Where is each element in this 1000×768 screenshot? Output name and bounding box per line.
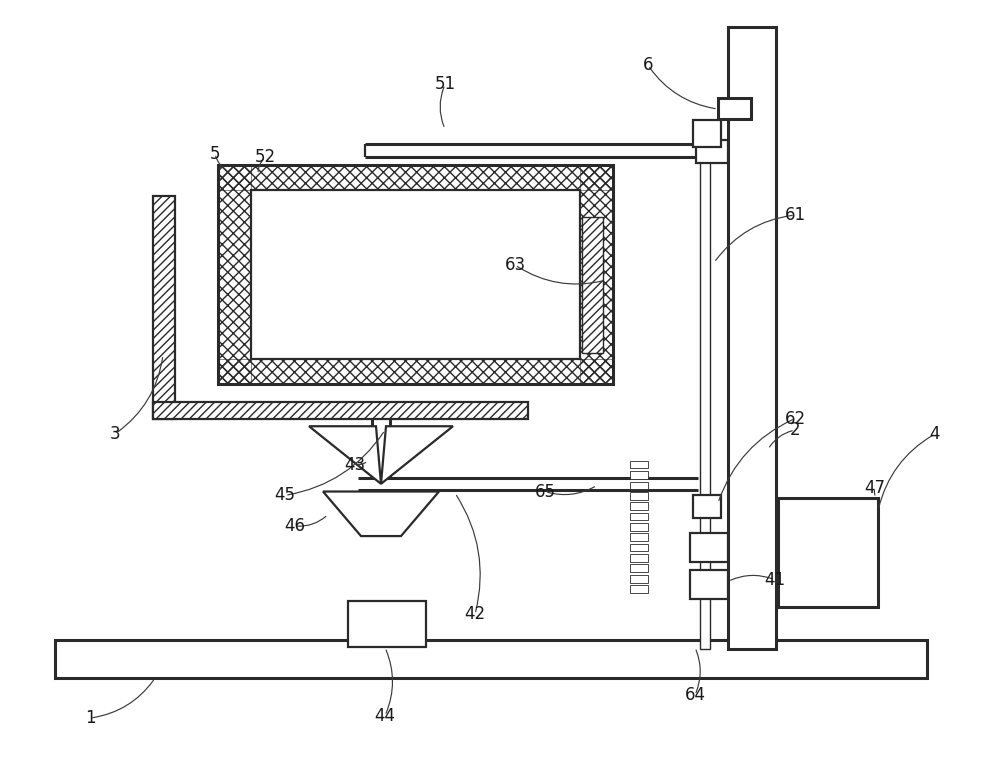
Bar	[630, 554, 648, 562]
Text: 46: 46	[285, 517, 306, 535]
Bar	[630, 523, 648, 531]
Bar	[582, 217, 603, 353]
Text: 65: 65	[534, 482, 556, 501]
Bar	[630, 482, 648, 489]
Text: 6: 6	[643, 56, 653, 74]
Bar	[728, 27, 776, 649]
Bar	[630, 472, 648, 479]
Polygon shape	[381, 426, 453, 484]
Bar	[718, 98, 751, 119]
Bar	[778, 498, 878, 607]
Bar	[630, 564, 648, 572]
Bar	[218, 165, 613, 190]
Bar	[630, 585, 648, 593]
Bar	[630, 574, 648, 582]
Bar	[696, 140, 728, 163]
Text: 41: 41	[764, 571, 786, 589]
Text: 43: 43	[344, 455, 366, 474]
Text: 62: 62	[784, 409, 806, 428]
Text: 5: 5	[210, 144, 220, 163]
Text: 4: 4	[930, 425, 940, 443]
Bar	[630, 492, 648, 499]
Bar	[630, 513, 648, 521]
Bar	[218, 165, 613, 384]
Bar	[218, 165, 251, 384]
Bar	[153, 196, 175, 419]
Polygon shape	[323, 492, 439, 536]
Bar	[630, 461, 648, 468]
Text: 44: 44	[374, 707, 396, 725]
Bar	[630, 544, 648, 551]
Text: 64: 64	[684, 686, 706, 704]
Text: 42: 42	[464, 605, 486, 624]
Text: 45: 45	[274, 486, 296, 505]
Text: 63: 63	[504, 256, 526, 274]
Bar	[690, 533, 728, 562]
Bar	[55, 640, 927, 678]
Bar	[690, 570, 728, 599]
Bar	[348, 601, 426, 647]
Text: 52: 52	[254, 148, 276, 167]
Polygon shape	[309, 426, 381, 484]
Text: 51: 51	[434, 75, 456, 94]
Text: 1: 1	[85, 709, 95, 727]
Text: 3: 3	[110, 425, 120, 443]
Bar	[700, 157, 710, 649]
Bar	[630, 502, 648, 510]
Bar	[630, 533, 648, 541]
Bar	[251, 190, 580, 359]
Bar	[153, 402, 528, 419]
Bar	[580, 165, 613, 384]
Text: 2: 2	[790, 421, 800, 439]
Text: 47: 47	[864, 478, 886, 497]
Bar	[693, 120, 721, 147]
Bar	[218, 359, 613, 384]
Text: 61: 61	[784, 206, 806, 224]
Bar	[693, 495, 721, 518]
